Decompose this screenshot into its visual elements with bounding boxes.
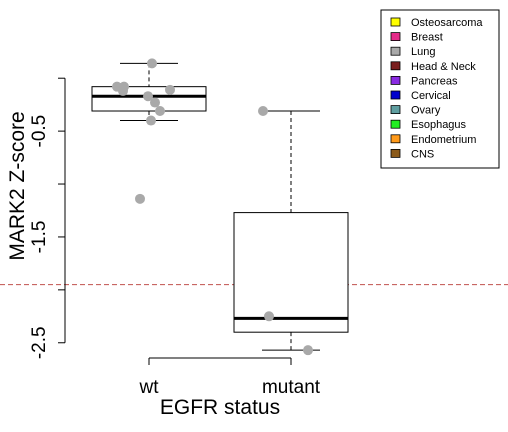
legend-swatch [390, 148, 401, 158]
legend-box [380, 9, 500, 169]
data-point [135, 193, 145, 204]
data-point [118, 85, 128, 96]
data-point [303, 345, 313, 356]
y-tick-label: -2.5 [29, 326, 50, 359]
legend-item: Osteosarcoma [390, 17, 483, 29]
legend-label: Cervical [411, 90, 451, 102]
legend-swatch [390, 119, 401, 129]
data-point [165, 84, 175, 95]
boxes [91, 62, 349, 351]
y-tick-label: -1.5 [29, 221, 50, 254]
data-point [264, 311, 274, 322]
x-tick-label-wt: wt [139, 377, 160, 398]
legend-label: Breast [411, 32, 443, 44]
y-tick-label: -0.5 [29, 115, 50, 148]
legend-item: Lung [390, 46, 435, 58]
box-iqr [233, 212, 349, 333]
y-axis: -0.5 -1.5 -2.5 [29, 77, 66, 359]
legend-item: Esophagus [390, 119, 467, 131]
data-point [147, 58, 157, 69]
legend-item: Pancreas [390, 75, 458, 87]
x-axis: wt mutant [139, 357, 321, 398]
y-axis-title: MARK2 Z-score [6, 111, 29, 260]
legend-label: Endometrium [411, 134, 476, 146]
legend-label: Ovary [411, 105, 441, 117]
legend-swatch [390, 134, 401, 144]
data-point [146, 115, 156, 126]
legend-swatch [390, 105, 401, 114]
legend-item: Cervical [390, 90, 451, 102]
legend-item: Endometrium [390, 134, 476, 146]
box-mutant [233, 110, 349, 351]
x-axis-title: EGFR status [160, 396, 280, 419]
legend-swatch [390, 46, 401, 56]
legend-label: CNS [411, 148, 434, 160]
legend-item: Breast [390, 32, 443, 44]
data-point [143, 91, 153, 102]
legend-label: Osteosarcoma [411, 17, 483, 29]
data-point [150, 97, 160, 108]
legend-swatch [390, 32, 401, 41]
legend-swatch [390, 17, 401, 27]
legend-item: CNS [390, 148, 434, 160]
legend-swatch [390, 76, 401, 85]
legend-swatch [390, 90, 401, 100]
data-point [155, 106, 165, 117]
legend-swatch [390, 61, 401, 71]
data-points [112, 58, 313, 356]
legend-item: Ovary [390, 105, 441, 117]
data-point [258, 106, 268, 117]
legend: Osteosarcoma Breast Lung Head & Neck Pancrea… [380, 9, 500, 169]
legend-label: Head & Neck [411, 61, 476, 73]
legend-item: Head & Neck [390, 61, 476, 73]
legend-label: Esophagus [411, 119, 467, 131]
x-tick-label-mutant: mutant [262, 377, 321, 398]
legend-label: Pancreas [411, 75, 458, 87]
legend-label: Lung [411, 46, 435, 58]
